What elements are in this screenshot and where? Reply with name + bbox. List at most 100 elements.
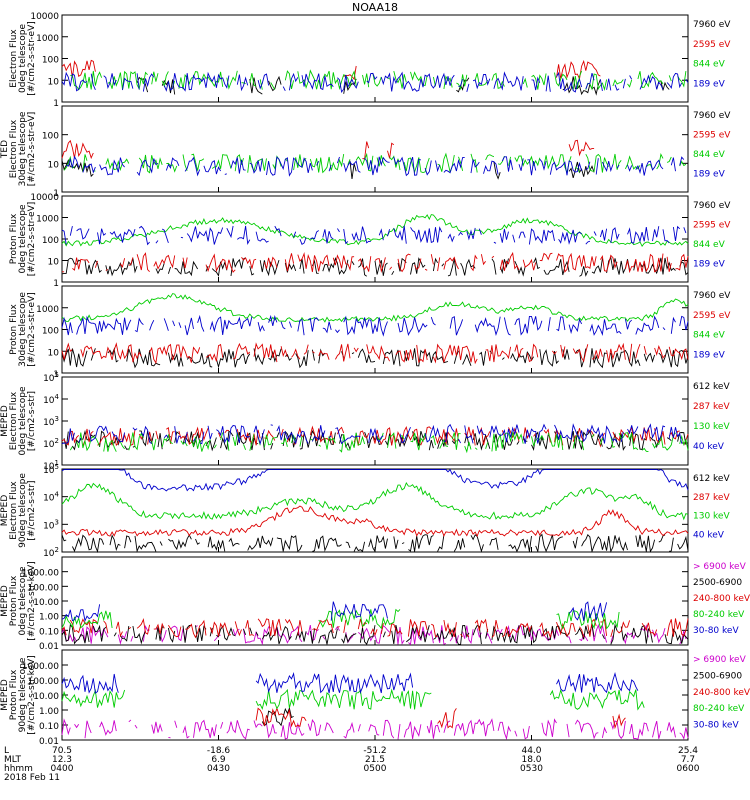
- y-tick-label: 1.00: [39, 707, 59, 717]
- y-tick-label: 10000: [30, 193, 59, 203]
- y-tick-label: 1000.00: [22, 569, 59, 579]
- legend-entry: 189 eV: [693, 350, 726, 360]
- footer-tick-label: 0530: [520, 764, 543, 774]
- footer-tick-label: 25.4: [678, 746, 698, 756]
- y-tick-label: 10: [48, 77, 60, 87]
- y-axis-label: Proton Flux: [9, 213, 19, 264]
- y-axis-label: [#/cm2-s-str]: [27, 391, 37, 451]
- y-axis-label: TED: [0, 140, 10, 159]
- y-tick-label: 1: [53, 279, 59, 289]
- y-tick-label: 100: [42, 56, 59, 66]
- y-tick-label: 105: [43, 463, 59, 476]
- y-tick-label: 10.00: [33, 598, 59, 608]
- y-axis-label: [#/cm2-s-str]: [27, 480, 37, 540]
- y-tick-label: 103: [43, 518, 59, 531]
- footer-tick-label: 12.3: [52, 755, 72, 765]
- footer-tick-label: -18.6: [207, 746, 231, 756]
- footer-tick-label: 70.5: [52, 746, 72, 756]
- series-line: [61, 601, 608, 623]
- y-axis-label: 30deg telescope: [18, 292, 28, 367]
- legend-entry: 130 keV: [693, 512, 730, 522]
- legend-entry: 844 eV: [693, 331, 726, 341]
- series-line: [61, 314, 689, 337]
- series-line: [70, 69, 687, 92]
- y-axis-label: [#/cm2-s-str-keV]: [27, 561, 37, 640]
- y-tick-label: 0.01: [39, 642, 59, 652]
- legend-entry: 7960 eV: [693, 201, 731, 211]
- legend-entry: 80-240 keV: [693, 704, 745, 714]
- series-line: [63, 152, 687, 175]
- y-tick-label: 0.01: [39, 737, 59, 747]
- y-tick-label: 1: [53, 99, 59, 109]
- legend-entry: 240-800 keV: [693, 594, 750, 604]
- y-axis-label: [#/cm2-s-str-eV]: [27, 292, 37, 367]
- series-line: [69, 431, 689, 454]
- y-axis-label: 90deg telescope: [18, 657, 28, 732]
- series-line: [61, 608, 620, 630]
- y-tick-label: 104: [43, 393, 59, 406]
- y-axis-label: MEPED: [0, 585, 10, 617]
- legend-entry: 2500-6900: [693, 671, 742, 681]
- y-tick-label: 10: [48, 160, 60, 170]
- series-line: [61, 347, 689, 369]
- y-tick-label: 100.00: [28, 583, 60, 593]
- series-line: [61, 214, 689, 248]
- series-line: [61, 293, 689, 323]
- panel-8: 1000.00 100.00 10.00 1.00 0.10 0.01 MEPED Proto…: [0, 649, 750, 747]
- legend-entry: 130 keV: [693, 422, 730, 432]
- series-line: [62, 251, 689, 274]
- y-tick-label: 105: [43, 371, 59, 384]
- footer-row-label: hhmm: [4, 764, 33, 774]
- series-line: [61, 425, 689, 448]
- y-tick-label: 100: [42, 236, 59, 246]
- legend-entry: 612 keV: [693, 382, 730, 392]
- y-tick-label: 1000: [36, 34, 59, 44]
- y-axis-label: MEPED: [0, 405, 10, 437]
- chart-title: NOAA18: [352, 1, 398, 14]
- series-line: [61, 533, 689, 554]
- legend-entry: 40 keV: [693, 442, 725, 452]
- legend-entry: 844 eV: [693, 240, 726, 250]
- y-tick-label: 10: [48, 348, 60, 358]
- legend-entry: 2500-6900: [693, 578, 742, 588]
- legend-entry: 287 keV: [693, 402, 730, 412]
- footer-tick-label: 44.0: [521, 746, 541, 756]
- panel-2: 100 10 1 TED Electron Flux 30deg telescope [#/…: [0, 105, 731, 199]
- panel-frame: [61, 14, 689, 103]
- series-line: [61, 59, 601, 81]
- footer-tick-label: 0400: [51, 764, 74, 774]
- legend-entry: 7960 eV: [693, 291, 731, 301]
- legend-entry: 844 eV: [693, 60, 726, 70]
- legend-entry: 612 keV: [693, 474, 730, 484]
- y-axis-label: Electron Flux: [9, 29, 19, 88]
- series-line: [255, 706, 626, 730]
- y-tick-label: 1: [53, 370, 59, 380]
- y-tick-label: 103: [43, 415, 59, 428]
- series-line: [61, 139, 595, 160]
- y-tick-label: 102: [43, 437, 59, 450]
- series-line: [61, 482, 689, 521]
- footer-tick-label: 7.7: [681, 755, 695, 765]
- panel-7: 1000.00 100.00 10.00 1.00 0.10 0.01 MEPED Proto…: [0, 556, 750, 652]
- legend-entry: 189 eV: [693, 170, 726, 180]
- y-tick-label: 1000.00: [22, 662, 59, 672]
- y-tick-label: 100: [42, 327, 59, 337]
- y-axis-label: 90deg telescope: [18, 473, 28, 548]
- panel-4: 1000 100 10 1 Proton Flux 30deg telescope [#/c…: [9, 285, 731, 380]
- panel-frame: [61, 556, 689, 646]
- y-tick-label: 102: [43, 546, 59, 559]
- y-axis-label: 0deg telescope: [18, 204, 28, 274]
- y-axis-label: Electron Flux: [9, 391, 19, 450]
- series-line: [61, 159, 595, 180]
- legend-entry: 2595 eV: [693, 221, 731, 231]
- panel-frame: [61, 468, 689, 553]
- panel-6: 105 104 103 102 MEPED Electron Flux 90deg tele…: [0, 463, 730, 559]
- series-line: [61, 671, 639, 694]
- y-tick-label: 10000: [30, 12, 59, 22]
- y-tick-label: 1.00: [39, 613, 59, 623]
- series-line: [61, 718, 689, 741]
- y-axis-label: [#/cm2-s-str-eV]: [27, 21, 37, 96]
- legend-entry: 240-800 keV: [693, 688, 750, 698]
- panel-3: 10000 1000 100 10 1 Proton Flux 0deg telescope…: [9, 193, 731, 289]
